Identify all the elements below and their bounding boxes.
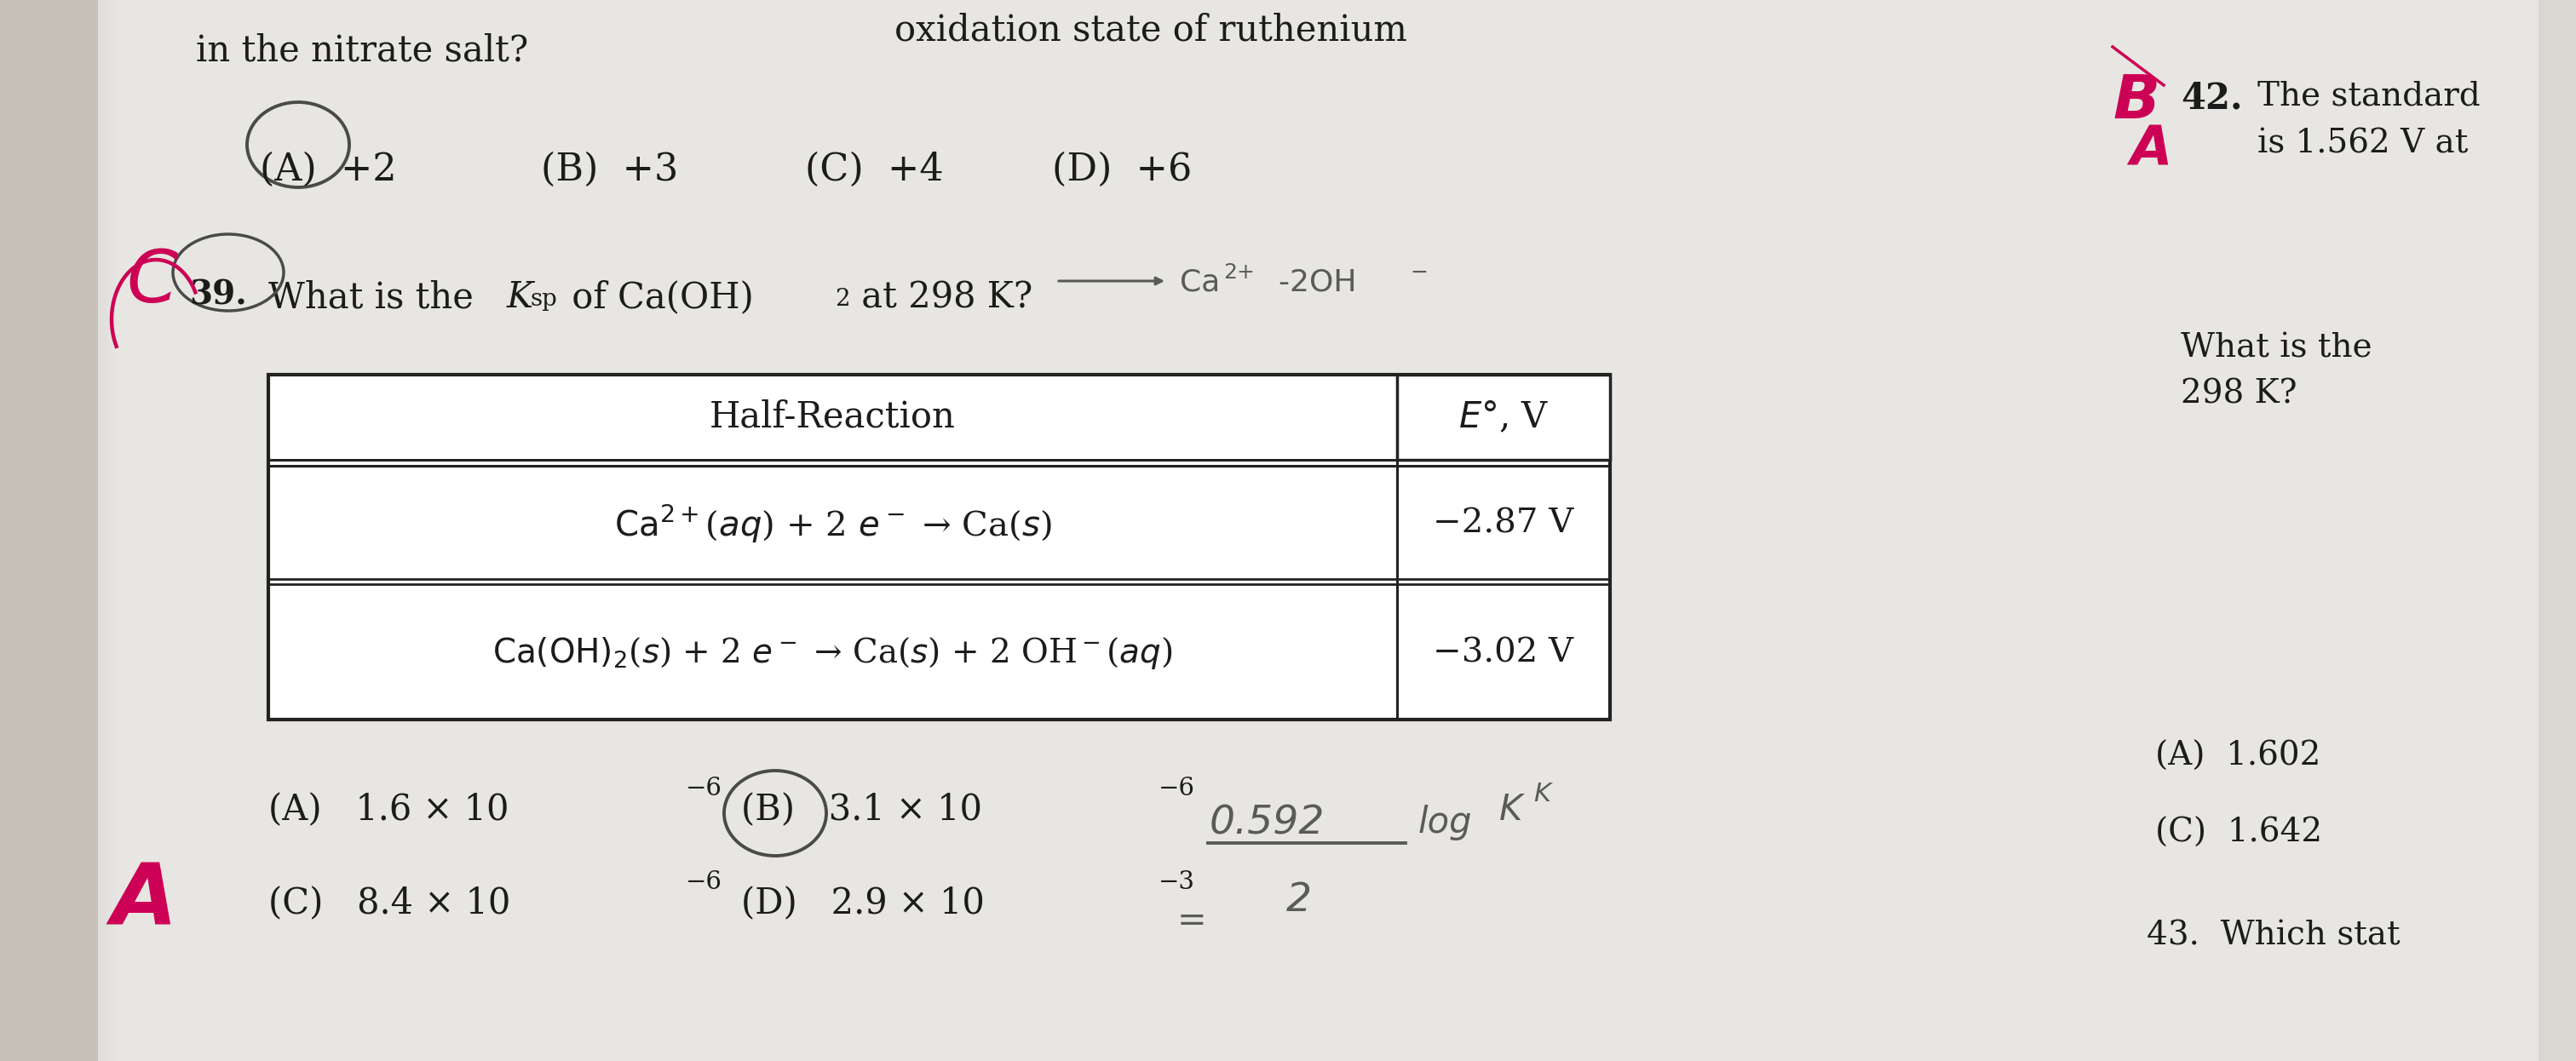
Text: Half-Reaction: Half-Reaction — [708, 399, 956, 435]
Text: A: A — [111, 860, 178, 942]
Bar — [2537, 0, 2576, 1061]
Text: (A)  1.602: (A) 1.602 — [2156, 741, 2321, 772]
Text: B: B — [2112, 72, 2159, 132]
Text: -2OH: -2OH — [1260, 268, 1358, 297]
Text: −6: −6 — [685, 870, 721, 894]
Text: K: K — [507, 279, 533, 315]
Text: A: A — [2130, 123, 2172, 176]
Text: −: − — [1409, 262, 1427, 282]
Text: (C)   8.4 × 10: (C) 8.4 × 10 — [268, 886, 510, 921]
Text: K: K — [1533, 782, 1551, 806]
Text: of Ca(OH): of Ca(OH) — [562, 279, 755, 315]
Text: K: K — [1499, 792, 1522, 828]
Text: 42.: 42. — [2182, 81, 2244, 117]
Text: (D)   2.9 × 10: (D) 2.9 × 10 — [742, 886, 984, 921]
Text: $\mathrm{Ca(OH)_2}$($s$) + 2 $e^-$ → Ca($s$) + 2 OH$^-$($aq$): $\mathrm{Ca(OH)_2}$($s$) + 2 $e^-$ → Ca(… — [492, 636, 1172, 672]
Text: −6: −6 — [685, 777, 721, 800]
Text: 298 K?: 298 K? — [2182, 379, 2298, 411]
Text: 43.  Which stat: 43. Which stat — [2146, 920, 2401, 951]
Bar — [268, 375, 1610, 719]
Text: Ca: Ca — [1180, 268, 1221, 297]
Text: oxidation state of ruthenium: oxidation state of ruthenium — [894, 13, 1406, 49]
Text: at 298 K?: at 298 K? — [850, 279, 1033, 315]
Text: What is the: What is the — [2182, 332, 2372, 364]
Text: (C)  +4: (C) +4 — [804, 152, 943, 189]
Text: 39.: 39. — [188, 279, 247, 312]
Text: (A)   1.6 × 10: (A) 1.6 × 10 — [268, 792, 510, 828]
Text: What is the: What is the — [268, 279, 484, 315]
Text: (D)  +6: (D) +6 — [1051, 152, 1193, 189]
Text: −2.87 V: −2.87 V — [1432, 508, 1574, 539]
Text: $E°$, V: $E°$, V — [1458, 399, 1548, 435]
Text: is 1.562 V at: is 1.562 V at — [2257, 127, 2468, 159]
Text: 2+: 2+ — [1224, 262, 1255, 282]
Text: −3.02 V: −3.02 V — [1432, 638, 1574, 669]
Text: (C)  1.642: (C) 1.642 — [2156, 817, 2321, 849]
Text: C: C — [126, 247, 178, 317]
Text: (B)   3.1 × 10: (B) 3.1 × 10 — [742, 792, 981, 828]
Text: −3: −3 — [1159, 870, 1195, 894]
Bar — [1396, 375, 1610, 459]
Text: (B)  +3: (B) +3 — [541, 152, 677, 189]
Text: 0.592: 0.592 — [1211, 804, 1324, 843]
Text: =: = — [1177, 903, 1208, 938]
Text: sp: sp — [531, 288, 556, 311]
Bar — [0, 0, 98, 1061]
Text: (A)  +2: (A) +2 — [260, 152, 397, 189]
Text: 2: 2 — [835, 288, 850, 311]
Text: 2: 2 — [1285, 882, 1311, 920]
Text: $\mathrm{Ca^{2+}}$($aq$) + 2 $e^-$ → Ca($s$): $\mathrm{Ca^{2+}}$($aq$) + 2 $e^-$ → Ca(… — [613, 503, 1051, 544]
Bar — [268, 375, 1610, 719]
Text: in the nitrate salt?: in the nitrate salt? — [196, 32, 528, 68]
Text: log: log — [1419, 804, 1473, 840]
Text: −6: −6 — [1159, 777, 1195, 800]
Text: The standard: The standard — [2257, 81, 2481, 112]
